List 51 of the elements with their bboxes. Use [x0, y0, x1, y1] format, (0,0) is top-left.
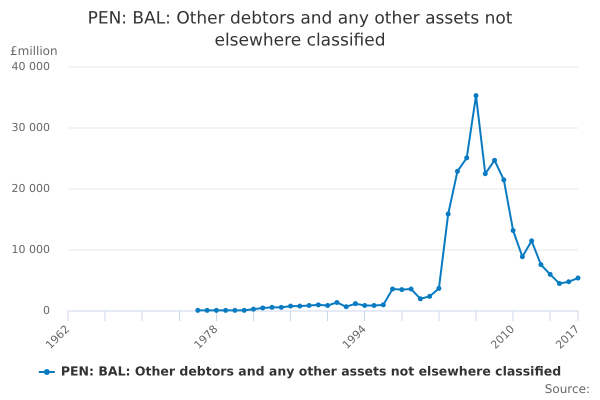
point — [372, 303, 376, 308]
legend-label: PEN: BAL: Other debtors and any other assets not elsewhere classified — [60, 363, 562, 378]
point — [576, 276, 580, 281]
point — [270, 304, 274, 310]
y-tick-label: 10 000 — [12, 242, 50, 256]
point — [408, 286, 414, 292]
point — [316, 302, 321, 308]
y-axis-title: £million — [10, 44, 58, 58]
point — [334, 300, 340, 305]
point — [390, 286, 396, 292]
chart-title: PEN: BAL: Other debtors and any other assets not elsewhere classified — [88, 8, 513, 50]
point — [362, 303, 368, 308]
point — [306, 303, 312, 308]
point — [260, 305, 266, 310]
y-tick-label: 0 — [43, 304, 50, 317]
point — [204, 308, 210, 313]
point — [325, 303, 330, 308]
point — [566, 279, 572, 284]
point — [344, 304, 349, 310]
y-tick-label: 30 000 — [12, 120, 50, 134]
y-tick-label: 20 000 — [12, 182, 50, 195]
point — [501, 177, 506, 182]
point — [454, 168, 460, 174]
point — [464, 155, 470, 160]
point — [548, 272, 553, 277]
point — [418, 296, 423, 302]
point — [474, 93, 478, 98]
point — [556, 281, 562, 286]
point — [278, 304, 284, 310]
point — [538, 262, 544, 268]
point — [446, 212, 451, 217]
point — [436, 286, 442, 291]
point — [399, 287, 404, 292]
point — [482, 171, 488, 176]
point — [492, 158, 498, 163]
point — [297, 304, 302, 309]
point — [250, 306, 256, 312]
point — [352, 301, 358, 306]
point — [195, 308, 200, 313]
point — [242, 308, 247, 313]
point — [510, 228, 516, 233]
point — [214, 308, 219, 313]
point — [520, 254, 525, 260]
y-tick-label: 40 000 — [12, 60, 50, 73]
point — [427, 294, 432, 299]
point — [223, 308, 228, 313]
point — [288, 304, 294, 309]
point — [380, 302, 386, 308]
source-note: Source: — [544, 382, 590, 396]
point — [232, 308, 238, 313]
point — [529, 238, 534, 244]
